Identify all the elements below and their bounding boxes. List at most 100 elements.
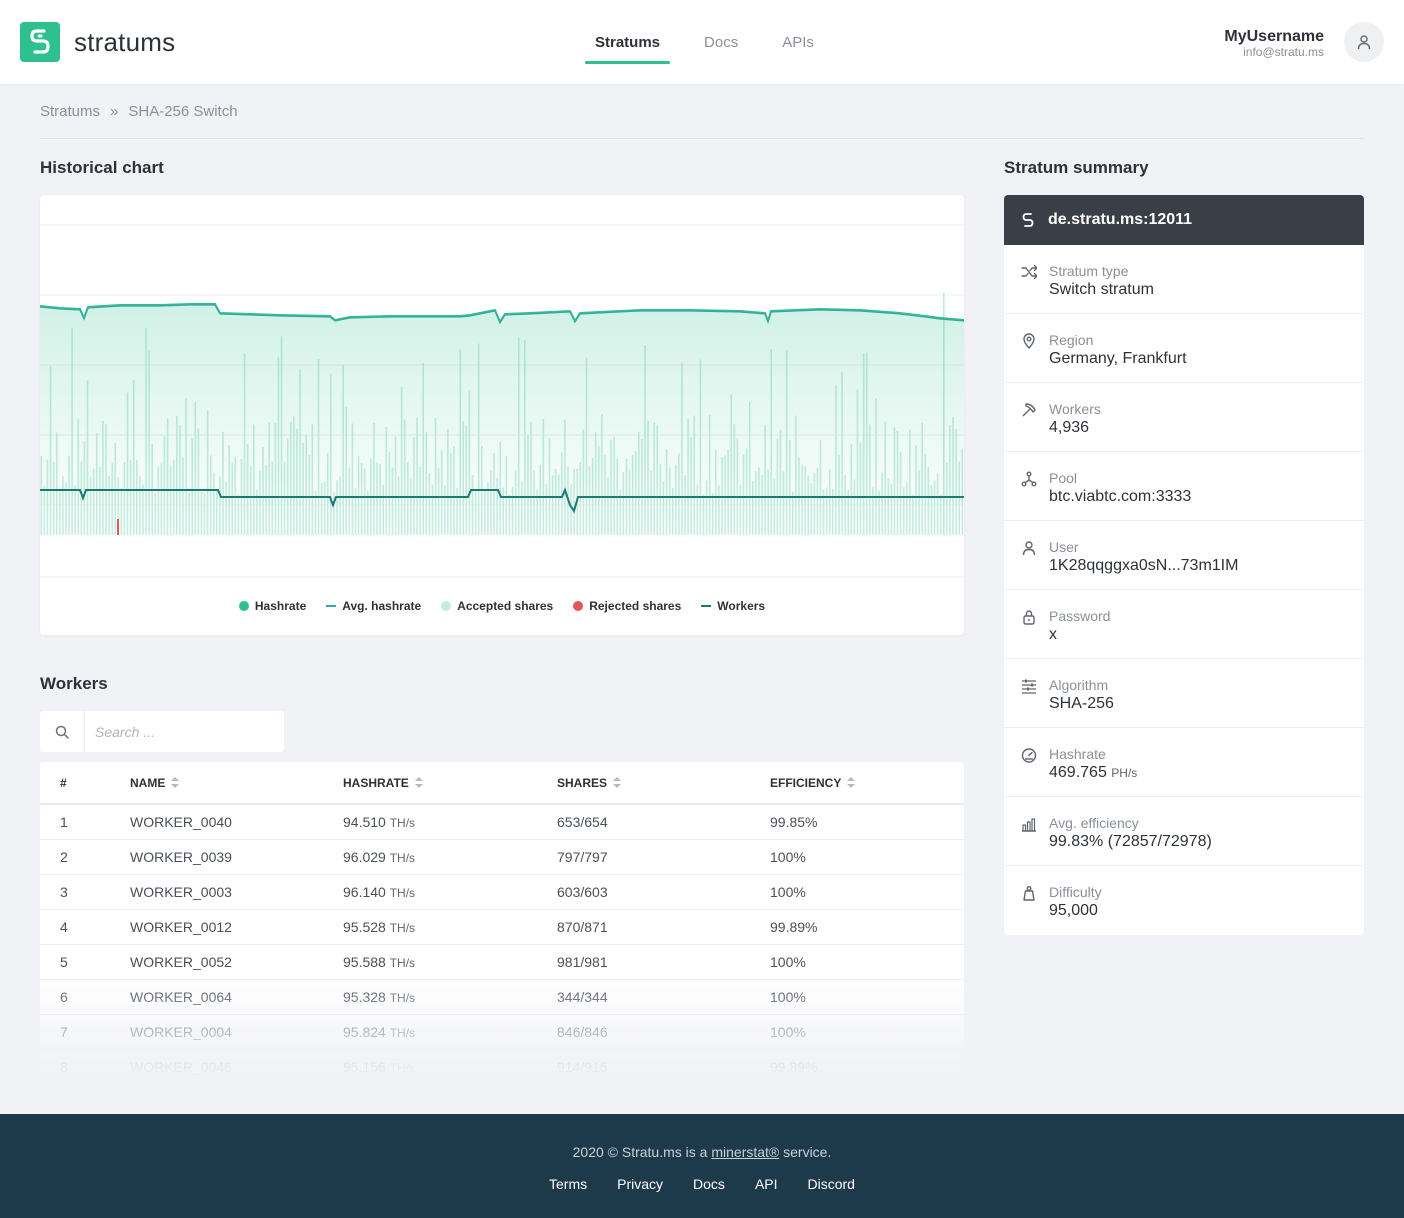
nav-stratums[interactable]: Stratums [585,0,671,84]
workers-table: # NAME HASHRATE SHARES EFFICIENCY 1 WORKE… [40,762,964,1082]
weight-icon [1020,884,1038,902]
legend-avg-hashrate[interactable]: Avg. hashrate [326,599,421,613]
legend-label: Avg. hashrate [342,599,422,613]
col-efficiency-sort[interactable]: EFFICIENCY [770,775,856,790]
cell-shares: 653/654 [557,814,608,830]
table-row[interactable]: 2 WORKER_0039 96.029 TH/s 797/797 100% [40,840,964,875]
summary-value-text: 1K28qqggxa0sN...73m1IM [1049,557,1239,574]
divider [40,138,1364,139]
summary-value: 99.83% (72857/72978) [1049,833,1212,851]
summary-title: Stratum summary [1004,158,1149,177]
legend-accepted-shares[interactable]: Accepted shares [441,599,553,613]
cell-efficiency: 100% [770,954,806,970]
pickaxe-icon [1020,401,1038,419]
avg-hashrate-line [40,304,964,325]
cell-shares: 870/871 [557,919,608,935]
col-index: # [60,775,67,790]
summary-item-region: Region Germany, Frankfurt [1004,314,1364,383]
cell-name: WORKER_0040 [130,814,232,830]
chart-canvas [40,224,964,578]
hashrate-unit: TH/s [389,816,416,830]
table-header: # NAME HASHRATE SHARES EFFICIENCY [40,762,964,805]
cell-hashrate: 96.140 TH/s [343,884,415,900]
summary-item-stratum-type: Stratum type Switch stratum [1004,245,1364,314]
hashrate-unit: TH/s [389,956,416,970]
footer-link-privacy[interactable]: Privacy [617,1176,664,1192]
sliders-icon [1020,677,1038,695]
table-row[interactable]: 3 WORKER_0003 96.140 TH/s 603/603 100% [40,875,964,910]
col-hashrate-sort[interactable]: HASHRATE [343,776,423,790]
table-row[interactable]: 4 WORKER_0012 95.528 TH/s 870/871 99.89% [40,910,964,945]
summary-label: Password [1049,608,1111,624]
summary-item-user: User 1K28qqggxa0sN...73m1IM [1004,521,1364,590]
historical-chart[interactable]: Hashrate Avg. hashrate Accepted shares R… [40,195,964,635]
legend-workers[interactable]: Workers [701,599,765,613]
footer-link-terms[interactable]: Terms [549,1176,588,1192]
hashrate-value: 94.510 [343,814,386,830]
minerstat-link[interactable]: minerstat® [711,1144,780,1160]
cell-efficiency: 100% [770,849,806,865]
breadcrumb-root[interactable]: Stratums [40,103,101,120]
nav-apis[interactable]: APIs [782,33,814,51]
cell-index: 5 [60,954,68,970]
legend-hashrate[interactable]: Hashrate [238,599,307,613]
network-icon [1020,470,1038,488]
summary-label: Avg. efficiency [1049,815,1139,831]
cell-efficiency: 99.85% [770,814,818,830]
user-email: info@stratu.ms [1243,45,1324,59]
summary-value-text: Switch stratum [1049,281,1154,298]
col-shares-sort[interactable]: SHARES [557,776,622,790]
top-navbar: stratums Stratums Docs APIs MyUsername i… [0,0,1404,84]
map-pin-icon [1020,332,1038,350]
col-efficiency-label: EFFICIENCY [770,775,842,790]
logo[interactable]: stratums [20,22,175,62]
summary-value-text: 4,936 [1049,419,1090,436]
summary-label: User [1049,539,1079,555]
legend-label: Hashrate [254,599,307,613]
summary-value-text: 99.83% (72857/72978) [1049,833,1212,850]
summary-unit: PH/s [1111,766,1138,780]
summary-value-text: 469.765 [1049,764,1107,781]
summary-label: Pool [1049,470,1078,486]
footer-link-docs[interactable]: Docs [693,1176,725,1192]
table-row[interactable]: 1 WORKER_0040 94.510 TH/s 653/654 99.85% [40,805,964,840]
user-info[interactable]: MyUsername info@stratu.ms [1224,28,1324,59]
shuffle-icon [1020,263,1038,281]
hashrate-area [40,304,964,535]
nav-docs[interactable]: Docs [704,33,739,51]
summary-value: 469.765 PH/s [1049,764,1137,782]
col-hashrate-label: HASHRATE [343,775,409,790]
summary-label: Hashrate [1049,746,1106,762]
summary-item-difficulty: Difficulty 95,000 [1004,866,1364,935]
hashrate-value: 95.588 [343,954,386,970]
col-name-sort[interactable]: NAME [130,775,180,790]
cell-shares: 797/797 [557,849,608,865]
summary-value-text: x [1049,626,1057,643]
bar-chart-icon [1020,815,1038,833]
summary-value: 95,000 [1049,902,1098,920]
sort-icon [847,777,856,788]
footer-link-discord[interactable]: Discord [807,1176,855,1192]
breadcrumb-separator: » [110,103,119,120]
avatar[interactable] [1344,22,1384,62]
footer-link-api[interactable]: API [754,1176,778,1192]
summary-item-password: Password x [1004,590,1364,659]
cell-shares: 981/981 [557,954,608,970]
logo-text: stratums [74,26,176,57]
search-icon [40,711,85,752]
breadcrumb: Stratums » SHA-256 Switch [40,103,238,120]
user-name: MyUsername [1224,28,1324,45]
summary-item-algorithm: Algorithm SHA-256 [1004,659,1364,728]
table-row[interactable]: 5 WORKER_0052 95.588 TH/s 981/981 100% [40,945,964,980]
copyright-suffix: service. [783,1144,832,1160]
summary-host-header: de.stratu.ms:12011 [1004,195,1364,245]
legend-rejected-shares[interactable]: Rejected shares [573,599,681,613]
cell-index: 3 [60,884,68,900]
breadcrumb-current: SHA-256 Switch [128,103,238,120]
summary-value-text: btc.viabtc.com:3333 [1049,488,1192,505]
summary-value: 1K28qqggxa0sN...73m1IM [1049,557,1238,575]
col-name-label: NAME [130,775,166,790]
summary-item-workers: Workers 4,936 [1004,383,1364,452]
main-nav: Stratums Docs APIs [585,0,848,84]
search-input[interactable] [85,711,284,752]
